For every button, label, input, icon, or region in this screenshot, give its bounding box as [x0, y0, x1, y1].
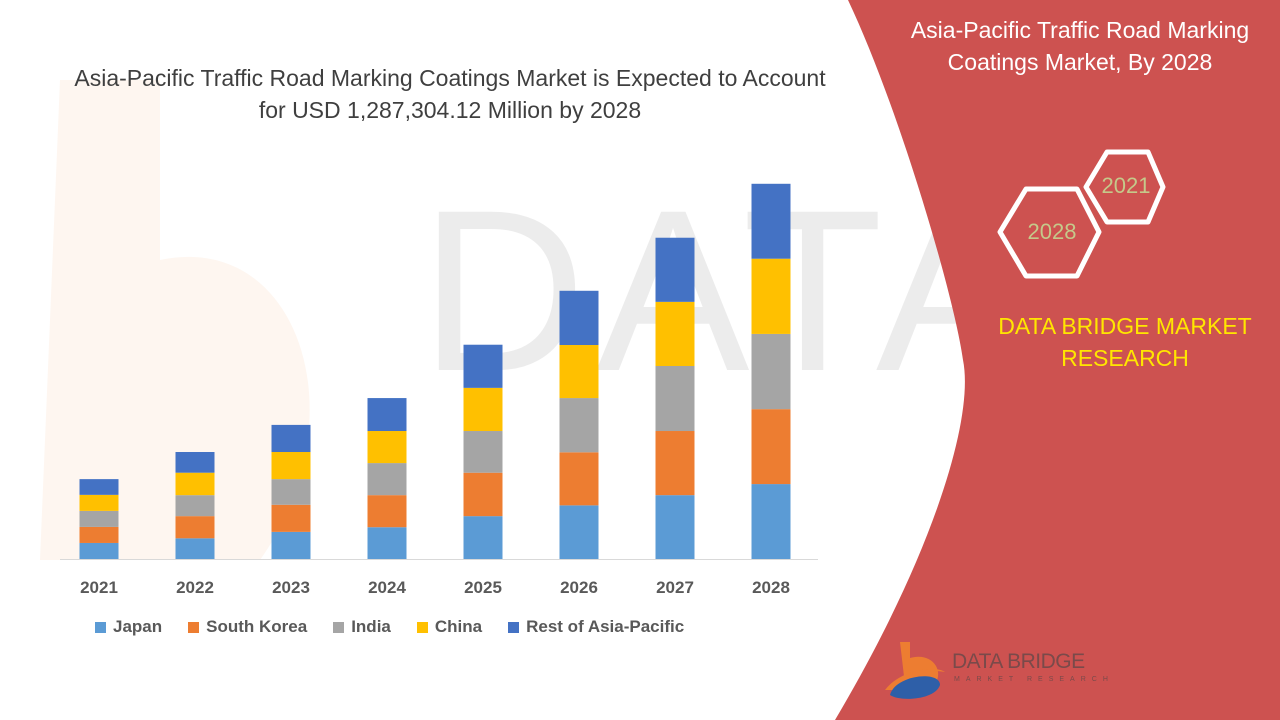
- bar-segment-india-2021: [79, 510, 119, 527]
- hex-label-2021: 2021: [1101, 173, 1151, 198]
- bar-segment-india-2028: [751, 333, 791, 410]
- data-bridge-logo-icon: [885, 642, 945, 699]
- legend-item-south-korea: South Korea: [188, 617, 307, 637]
- legend-swatch: [416, 621, 428, 633]
- bar-segment-japan-2028: [751, 484, 791, 559]
- bar-segment-china-2028: [751, 258, 791, 334]
- legend-swatch: [188, 621, 200, 633]
- side-panel-title: Asia-Pacific Traffic Road Marking Coatin…: [910, 17, 1250, 75]
- bar-segment-south-korea-2026: [559, 452, 599, 506]
- legend-swatch: [95, 621, 106, 633]
- bar-segment-south-korea-2024: [367, 495, 407, 528]
- bar-segment-rest-of-asia-pacific-2024: [367, 398, 407, 432]
- bar-segment-south-korea-2022: [175, 516, 215, 539]
- logo-subtext: MARKET RESEARCH: [954, 676, 1114, 683]
- bar-segment-japan-2027: [655, 495, 695, 559]
- bar-segment-south-korea-2027: [655, 431, 695, 496]
- bar-segment-japan-2021: [79, 542, 119, 559]
- bar-segment-china-2027: [655, 301, 695, 367]
- legend-label: Japan: [113, 617, 163, 636]
- bar-segment-india-2024: [367, 463, 407, 496]
- hex-label-2028: 2028: [1027, 219, 1077, 244]
- bar-segment-china-2022: [175, 472, 215, 496]
- bar-segment-south-korea-2023: [271, 504, 311, 532]
- bar-segment-china-2026: [559, 345, 599, 399]
- bar-segment-china-2024: [367, 431, 407, 464]
- bar-segment-rest-of-asia-pacific-2021: [79, 479, 119, 495]
- hexagon-2028-icon: [997, 186, 1102, 279]
- bar-segment-japan-2026: [559, 505, 599, 559]
- x-tick-label-2021: 2021: [80, 578, 118, 597]
- logo-text: DATA BRIDGE: [952, 650, 1085, 673]
- x-tick-label-2023: 2023: [272, 578, 310, 597]
- x-tick-label-2022: 2022: [176, 578, 214, 597]
- bar-segment-india-2022: [175, 495, 215, 517]
- hexagon-2021-icon: [1083, 149, 1166, 225]
- bar-segment-japan-2024: [367, 527, 407, 559]
- x-tick-label-2025: 2025: [464, 578, 502, 597]
- bar-segment-india-2025: [463, 431, 503, 473]
- legend-item-china: China: [416, 617, 483, 637]
- bar-segment-china-2025: [463, 387, 503, 432]
- legend-swatch: [508, 621, 520, 633]
- bar-segment-china-2021: [79, 494, 119, 511]
- bar-segment-south-korea-2028: [751, 409, 791, 485]
- x-tick-label-2028: 2028: [752, 578, 790, 597]
- legend-item-india: India: [333, 617, 391, 637]
- brand-line-1: DATA BRIDGE MARKET: [998, 313, 1252, 339]
- legend-label: China: [434, 617, 483, 636]
- bar-segment-india-2026: [559, 398, 599, 453]
- red-side-panel: [835, 0, 1280, 720]
- brand-line-2: RESEARCH: [1061, 345, 1189, 371]
- bar-segment-japan-2023: [271, 531, 311, 559]
- bar-segment-rest-of-asia-pacific-2027: [655, 237, 695, 302]
- x-tick-label-2024: 2024: [368, 578, 406, 597]
- legend-label: South Korea: [206, 617, 308, 636]
- legend-label: Rest of Asia-Pacific: [526, 617, 685, 636]
- bar-segment-china-2023: [271, 452, 311, 480]
- x-tick-label-2027: 2027: [656, 578, 694, 597]
- legend-item-rest-of-asia-pacific: Rest of Asia-Pacific: [508, 617, 684, 637]
- bar-segment-india-2027: [655, 366, 695, 432]
- x-tick-label-2026: 2026: [560, 578, 598, 597]
- chart-title: Asia-Pacific Traffic Road Marking Coatin…: [74, 65, 826, 123]
- legend-label: India: [351, 617, 391, 636]
- legend-item-japan: Japan: [95, 617, 162, 637]
- bar-segment-south-korea-2021: [79, 526, 119, 543]
- brand-text: DATA BRIDGE MARKET RESEARCH: [960, 310, 1280, 374]
- bar-segment-rest-of-asia-pacific-2022: [175, 452, 215, 473]
- bar-segment-rest-of-asia-pacific-2028: [751, 183, 791, 259]
- bar-segment-rest-of-asia-pacific-2025: [463, 344, 503, 388]
- bar-segment-rest-of-asia-pacific-2026: [559, 290, 599, 346]
- bar-segment-japan-2022: [175, 538, 215, 559]
- legend-swatch: [333, 621, 345, 633]
- bar-segment-rest-of-asia-pacific-2023: [271, 424, 311, 453]
- bar-segment-japan-2025: [463, 516, 503, 559]
- bar-segment-south-korea-2025: [463, 472, 503, 517]
- legend: Japan South Korea India China Rest of As…: [95, 617, 684, 637]
- bar-segment-india-2023: [271, 479, 311, 505]
